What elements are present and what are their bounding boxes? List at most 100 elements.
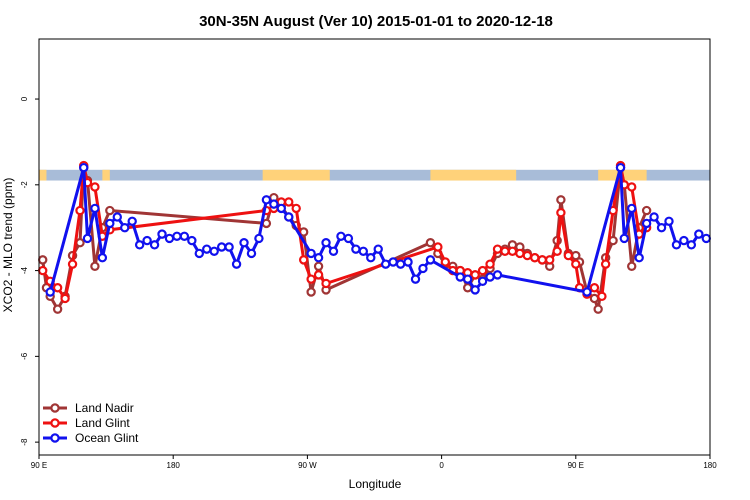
x-tick-label: 90 E [31,461,47,470]
data-point [641,218,652,229]
data-point [231,259,242,269]
data-point [246,248,257,259]
data-point [336,231,346,241]
x-tick-label: 180 [703,461,717,470]
data-point [291,203,301,214]
data-point [600,259,611,269]
data-point [477,265,488,276]
data-point [500,246,510,256]
data-point [90,261,100,271]
data-point [142,235,152,246]
data-point [306,248,316,259]
data-point [298,255,309,265]
data-point [172,231,182,241]
data-point [380,259,391,269]
data-point [120,223,130,233]
y-tick-label: 0 [20,96,29,101]
data-point [209,246,219,256]
data-point [306,287,316,297]
data-point [52,283,63,293]
y-axis: 0 -2 -4 -6 -8 [20,96,39,446]
land-band-segment [430,169,517,181]
data-point [563,250,574,261]
data-point [112,212,122,222]
data-point [79,162,89,173]
data-point [485,272,495,282]
data-point [276,203,287,214]
series-line [48,166,708,294]
data-point [52,304,63,314]
data-point [425,255,436,265]
data-point [403,257,413,267]
data-point [627,261,637,271]
data-point [571,259,581,269]
legend-label: Ocean Glint [75,431,139,445]
x-axis-label: Longitude [349,477,402,491]
data-point [455,272,465,282]
data-point [105,218,115,229]
data-point [656,223,667,233]
data-point [45,287,55,297]
data-point [179,231,190,241]
data-point [462,274,473,284]
data-point [149,240,160,250]
data-point [306,274,316,284]
data-point [664,216,674,226]
data-point [254,233,264,244]
data-point [440,257,451,267]
data-point [552,246,562,256]
ocean-band [39,169,710,181]
data-point [313,253,324,263]
data-point [627,182,637,192]
data-point [597,291,607,302]
legend-swatch-marker [50,418,60,428]
data-point [537,255,547,265]
data-point [522,250,533,261]
data-point [224,242,234,252]
data-point [38,255,48,265]
y-tick-label: -8 [20,438,29,446]
data-point [67,259,78,269]
x-axis: 90 E 180 90 W 0 90 E 180 [31,455,717,470]
y-tick-label: -2 [20,181,29,189]
data-point [634,253,644,263]
data-point [686,240,697,250]
data-point [694,229,704,239]
data-point [492,244,503,254]
data-point [75,238,85,248]
data-point [313,261,324,271]
data-point [418,263,428,274]
data-point [157,229,167,239]
series-line [41,164,648,300]
data-point [582,287,592,297]
data-point [485,259,495,269]
data-point [671,240,682,250]
data-point [216,242,227,252]
data-point [701,233,711,244]
legend-item: Ocean Glint [43,431,139,445]
land-band-segment [262,169,330,181]
data-point [351,244,361,254]
data-point [313,270,324,280]
data-point [97,253,108,263]
data-point [321,278,331,289]
legend-swatch-marker [50,433,60,443]
data-point [284,197,294,207]
data-point [515,248,525,259]
data-point [343,233,354,244]
data-point [395,259,406,269]
data-point [615,162,626,173]
data-point [82,233,93,244]
data-point [60,293,70,304]
data-point [641,205,652,216]
data-point [269,199,279,209]
legend-swatch-marker [50,403,60,413]
data-point [261,218,272,229]
data-point [328,246,339,256]
data-point [545,255,555,265]
data-point [239,238,249,248]
data-point [410,274,421,284]
data-point [134,240,145,250]
